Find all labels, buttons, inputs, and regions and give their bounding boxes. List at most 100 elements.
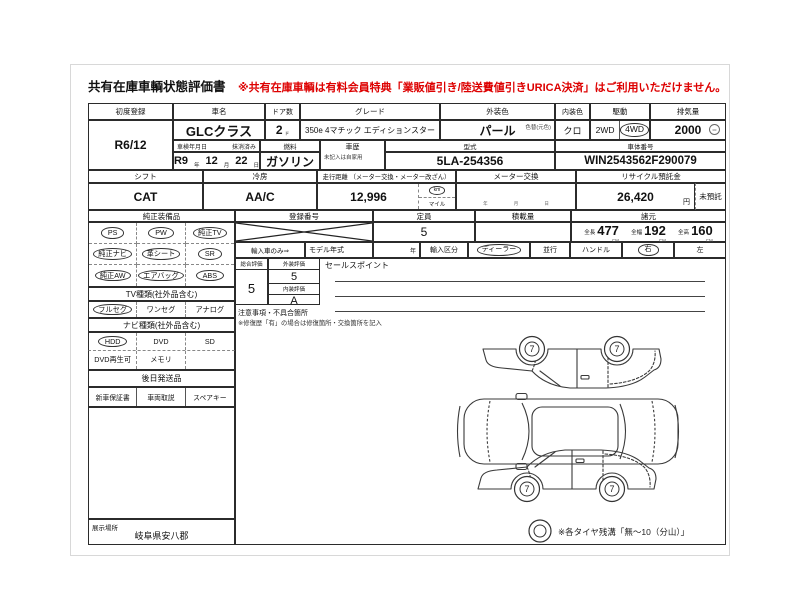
grade-value: 350e 4マチック エディションスター <box>300 120 440 140</box>
equipment-item: 純正ナビ <box>89 244 138 265</box>
crossout-x-icon <box>236 223 372 241</box>
fuel-value: ガソリン <box>260 152 320 170</box>
exterior-color-value: パール 色替(元色) <box>440 120 555 140</box>
displacement-value: 2000 cc <box>650 120 726 140</box>
display-location-label: 展示場所 <box>92 525 118 532</box>
car-name-value: GLCクラス <box>173 120 265 140</box>
drive-4wd-selected: 4WD <box>620 121 649 139</box>
mile-unit: マイル <box>428 202 446 208</box>
model-code-value: 5LA-254356 <box>385 152 555 170</box>
equipment-item: 革シート <box>137 244 186 265</box>
sales-point-line <box>335 280 705 282</box>
navi-memory: メモリ <box>137 351 186 369</box>
lower-right-cell <box>235 258 726 545</box>
ext-int-eval-box: 外装評価 5 内装評価 A <box>268 258 320 307</box>
tv-type-header: TV種類(社外品含む) <box>88 287 235 301</box>
shift-header: シフト <box>88 170 203 183</box>
shipping-manual: 車両取説 <box>137 388 186 406</box>
exterior-color-header: 外装色 <box>440 103 555 120</box>
displacement-header: 排気量 <box>650 103 726 120</box>
ac-header: 冷房 <box>203 170 317 183</box>
equipment-item: PS <box>89 223 138 244</box>
history-cell: 車歴 未記入は自家用 <box>320 140 385 170</box>
first-reg-value: R6/12 <box>88 120 173 170</box>
yen-unit: 円 <box>683 199 690 206</box>
import-dealer-selected: ディーラー <box>468 242 530 258</box>
notes-line: ※修復歴「有」の場合は修復箇所・交換箇所を記入 <box>238 320 382 327</box>
shift-value: CAT <box>88 183 203 210</box>
doors-header: ドア数 <box>265 103 300 120</box>
registration-header: 登録番号 <box>235 210 373 222</box>
mileage-header: 走行距離 （メーター交換・メーター改ざん） <box>317 170 456 183</box>
capacity-value: 5 <box>373 222 475 242</box>
equipment-item: PW <box>137 223 186 244</box>
history-note: 未記入は自家用 <box>324 155 363 161</box>
tire-tread-mark: 7 <box>529 344 534 354</box>
mileage-value-cell: 12,996 km マイル <box>317 183 456 210</box>
equipment-header: 純正装備品 <box>88 210 235 222</box>
shipping-warranty: 新車保証書 <box>89 388 138 406</box>
sales-point-line <box>335 295 705 297</box>
shipping-row: 新車保証書 車両取説 スペアキー <box>88 387 235 407</box>
mileage-unit-box: km マイル <box>418 184 455 209</box>
header-warning: ※共有在庫車輌は有料会員特典「業販値引き/陸送費値引きURICA決済」はご利用い… <box>237 82 727 94</box>
color-change-note: 色替(元色) <box>525 125 551 131</box>
handle-label: ハンドル <box>570 242 622 258</box>
model-year-value: 年 <box>373 242 420 258</box>
car-top-view <box>456 392 680 471</box>
specs-value: 全長 477 CM 全幅 192 CM 全高 160 CM <box>571 222 726 243</box>
sheet-header: 共有在庫車輌状態評価書 ※共有在庫車輌は有料会員特典「業販値引き/陸送費値引きU… <box>88 76 788 96</box>
equipment-grid: PS PW 純正TV 純正ナビ 革シート SR 純正AW エアバッグ ABS <box>88 222 235 287</box>
mileage-value: 12,996 <box>350 189 387 204</box>
import-parallel: 並行 <box>530 242 570 258</box>
specs-header: 諸元 <box>571 210 726 222</box>
doors-value: 2 ド <box>265 120 300 140</box>
sales-point-label: セールスポイント <box>325 261 389 270</box>
recycle-status: 未預託 <box>695 183 726 210</box>
import-division-label: 輸入区分 <box>420 242 468 258</box>
drive-header: 駆動 <box>590 103 650 120</box>
model-code-header: 型式 <box>385 140 555 152</box>
recycle-header: リサイクル預託金 <box>576 170 726 183</box>
tire-legend: ※各タイヤ残溝「無～10（分山）」 <box>528 519 689 543</box>
overall-eval-value: 5 <box>247 280 256 296</box>
load-header: 積載量 <box>475 210 571 222</box>
erased-label: 抹消済み <box>231 144 256 151</box>
tv-type-row: フルセグ ワンセグ アナログ <box>88 301 235 318</box>
display-location-value: 岐阜県安八郡 <box>134 531 189 541</box>
km-unit-selected: km <box>428 186 446 195</box>
navi-dvd-play: DVD再生可 <box>89 351 138 369</box>
navi-row-2: DVD再生可 メモリ <box>88 351 235 370</box>
interior-color-header: 内装色 <box>555 103 590 120</box>
drive-value: 2WD 4WD <box>590 120 650 140</box>
navi-hdd-selected: HDD <box>89 333 138 350</box>
overall-eval-box: 総合評価 5 <box>235 258 268 305</box>
spec-height: 全高 160 CM <box>678 222 713 243</box>
capacity-header: 定員 <box>373 210 475 222</box>
tire-tread-mark: 7 <box>609 484 614 494</box>
meter-exchange-value: 年 月 日 <box>456 183 576 210</box>
tv-oneseg: ワンセグ <box>137 302 186 317</box>
inspection-date-value: R9 年 12 月 22 日 <box>173 152 260 170</box>
import-only-label: 輸入車のみ⇒ <box>235 242 305 258</box>
tv-fullseg-selected: フルセグ <box>89 302 138 317</box>
load-value <box>475 222 571 242</box>
shipping-header: 後日発送品 <box>88 370 235 387</box>
navi-empty <box>186 351 234 369</box>
navi-sd: SD <box>204 337 215 346</box>
vin-header: 車体番号 <box>555 140 726 152</box>
tire-tread-mark: 7 <box>524 484 529 494</box>
vin-value: WIN2543562F290079 <box>555 152 726 170</box>
notes-title: 注意事項・不具合箇所 <box>238 310 308 317</box>
page-title: 共有在庫車輌状態評価書 <box>88 80 226 94</box>
display-location-cell: 展示場所 岐阜県安八郡 <box>88 519 235 545</box>
recycle-value: 26,420 円 <box>576 183 695 210</box>
navi-type-header: ナビ種類(社外品含む) <box>88 318 235 332</box>
doors-unit: ド <box>284 131 290 136</box>
registration-crossed-cell <box>235 222 373 242</box>
tv-analog: アナログ <box>195 304 225 314</box>
meter-exchange-header: メーター交換 <box>456 170 576 183</box>
left-empty-cell <box>88 407 235 519</box>
navi-dvd: DVD <box>137 333 186 350</box>
